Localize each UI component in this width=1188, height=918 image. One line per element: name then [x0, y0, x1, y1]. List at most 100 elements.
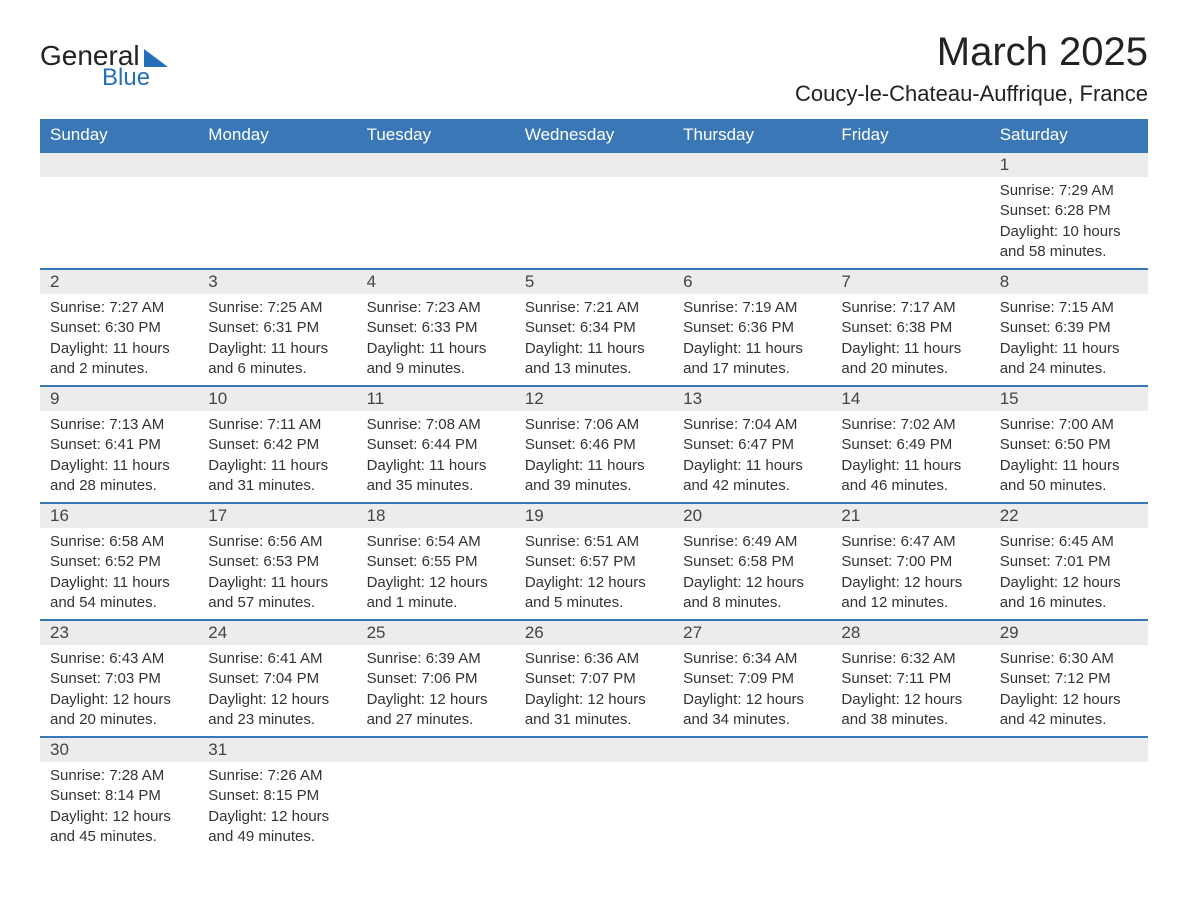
day-sunrise: Sunrise: 7:00 AM: [1000, 415, 1138, 435]
day-sunrise: Sunrise: 7:06 AM: [525, 415, 663, 435]
day-sunrise: Sunrise: 7:04 AM: [683, 415, 821, 435]
calendar-day-cell: 27Sunrise: 6:34 AMSunset: 7:09 PMDayligh…: [673, 620, 831, 737]
day-daylight1: Daylight: 12 hours: [367, 573, 505, 593]
day-sunset: Sunset: 7:04 PM: [208, 669, 346, 689]
weekday-header: Sunday: [40, 119, 198, 152]
day-number: 12: [515, 387, 673, 411]
calendar-day-cell: [357, 152, 515, 269]
calendar-header-row: SundayMondayTuesdayWednesdayThursdayFrid…: [40, 119, 1148, 152]
day-daylight2: and 23 minutes.: [208, 710, 346, 730]
day-sunrise: Sunrise: 7:25 AM: [208, 298, 346, 318]
day-sunset: Sunset: 8:15 PM: [208, 786, 346, 806]
day-data: Sunrise: 6:56 AMSunset: 6:53 PMDaylight:…: [198, 528, 356, 619]
day-number: 13: [673, 387, 831, 411]
calendar-day-cell: 7Sunrise: 7:17 AMSunset: 6:38 PMDaylight…: [831, 269, 989, 386]
day-data: Sunrise: 6:36 AMSunset: 7:07 PMDaylight:…: [515, 645, 673, 736]
day-number: 3: [198, 270, 356, 294]
day-data: Sunrise: 7:26 AMSunset: 8:15 PMDaylight:…: [198, 762, 356, 853]
calendar-day-cell: [673, 152, 831, 269]
day-data: [357, 762, 515, 822]
day-number: 7: [831, 270, 989, 294]
day-data: Sunrise: 7:02 AMSunset: 6:49 PMDaylight:…: [831, 411, 989, 502]
day-data: [515, 762, 673, 822]
day-daylight2: and 31 minutes.: [525, 710, 663, 730]
day-sunset: Sunset: 6:38 PM: [841, 318, 979, 338]
calendar-day-cell: [990, 737, 1148, 853]
day-sunrise: Sunrise: 6:58 AM: [50, 532, 188, 552]
day-sunset: Sunset: 6:50 PM: [1000, 435, 1138, 455]
day-data: [357, 177, 515, 237]
calendar-day-cell: 18 Sunrise: 6:54 AMSunset: 6:55 PMDayligh…: [357, 503, 515, 620]
day-number: 14: [831, 387, 989, 411]
day-sunset: Sunset: 6:31 PM: [208, 318, 346, 338]
day-number: 23: [40, 621, 198, 645]
day-data: Sunrise: 6:39 AMSunset: 7:06 PMDaylight:…: [357, 645, 515, 736]
day-sunrise: Sunrise: 6:56 AM: [208, 532, 346, 552]
day-number: 18: [357, 504, 515, 528]
day-sunrise: Sunrise: 6:34 AM: [683, 649, 821, 669]
calendar-day-cell: 26Sunrise: 6:36 AMSunset: 7:07 PMDayligh…: [515, 620, 673, 737]
day-daylight2: and 31 minutes.: [208, 476, 346, 496]
calendar-day-cell: 10Sunrise: 7:11 AMSunset: 6:42 PMDayligh…: [198, 386, 356, 503]
day-data: Sunrise: 7:28 AMSunset: 8:14 PMDaylight:…: [40, 762, 198, 853]
day-sunset: Sunset: 6:44 PM: [367, 435, 505, 455]
calendar-day-cell: 14Sunrise: 7:02 AMSunset: 6:49 PMDayligh…: [831, 386, 989, 503]
day-daylight2: and 27 minutes.: [367, 710, 505, 730]
calendar-day-cell: [357, 737, 515, 853]
day-number: 22: [990, 504, 1148, 528]
day-daylight1: Daylight: 12 hours: [683, 690, 821, 710]
day-data: Sunrise: 7:06 AMSunset: 6:46 PMDaylight:…: [515, 411, 673, 502]
day-sunset: Sunset: 6:57 PM: [525, 552, 663, 572]
day-daylight1: Daylight: 11 hours: [208, 339, 346, 359]
day-daylight2: and 45 minutes.: [50, 827, 188, 847]
day-data: [673, 177, 831, 237]
day-number: 20: [673, 504, 831, 528]
day-daylight1: Daylight: 11 hours: [1000, 339, 1138, 359]
location-subtitle: Coucy-le-Chateau-Auffrique, France: [795, 81, 1148, 107]
day-sunset: Sunset: 6:58 PM: [683, 552, 821, 572]
day-number: 5: [515, 270, 673, 294]
day-daylight2: and 20 minutes.: [50, 710, 188, 730]
day-sunset: Sunset: 6:47 PM: [683, 435, 821, 455]
day-daylight1: Daylight: 12 hours: [683, 573, 821, 593]
day-number: 27: [673, 621, 831, 645]
calendar-day-cell: 6Sunrise: 7:19 AMSunset: 6:36 PMDaylight…: [673, 269, 831, 386]
calendar-day-cell: 8Sunrise: 7:15 AMSunset: 6:39 PMDaylight…: [990, 269, 1148, 386]
calendar-table: SundayMondayTuesdayWednesdayThursdayFrid…: [40, 119, 1148, 853]
day-daylight1: Daylight: 12 hours: [1000, 573, 1138, 593]
calendar-day-cell: [515, 737, 673, 853]
day-daylight2: and 50 minutes.: [1000, 476, 1138, 496]
calendar-day-cell: [673, 737, 831, 853]
day-daylight2: and 24 minutes.: [1000, 359, 1138, 379]
day-sunrise: Sunrise: 6:54 AM: [367, 532, 505, 552]
day-data: Sunrise: 6:51 AMSunset: 6:57 PMDaylight:…: [515, 528, 673, 619]
day-data: Sunrise: 7:08 AMSunset: 6:44 PMDaylight:…: [357, 411, 515, 502]
calendar-week-row: 23Sunrise: 6:43 AMSunset: 7:03 PMDayligh…: [40, 620, 1148, 737]
day-number-bar: [198, 153, 356, 177]
day-number: 11: [357, 387, 515, 411]
day-number: 26: [515, 621, 673, 645]
day-sunrise: Sunrise: 7:02 AM: [841, 415, 979, 435]
day-sunrise: Sunrise: 6:32 AM: [841, 649, 979, 669]
calendar-day-cell: 12Sunrise: 7:06 AMSunset: 6:46 PMDayligh…: [515, 386, 673, 503]
day-data: Sunrise: 6:47 AMSunset: 7:00 PMDaylight:…: [831, 528, 989, 619]
brand-logo: General Blue: [40, 40, 168, 92]
day-number: 25: [357, 621, 515, 645]
day-data: Sunrise: 6:58 AMSunset: 6:52 PMDaylight:…: [40, 528, 198, 619]
calendar-day-cell: 2Sunrise: 7:27 AMSunset: 6:30 PMDaylight…: [40, 269, 198, 386]
day-sunrise: Sunrise: 6:30 AM: [1000, 649, 1138, 669]
day-sunset: Sunset: 6:55 PM: [367, 552, 505, 572]
day-sunset: Sunset: 6:30 PM: [50, 318, 188, 338]
day-daylight1: Daylight: 12 hours: [525, 690, 663, 710]
day-daylight1: Daylight: 11 hours: [683, 456, 821, 476]
day-number: 29: [990, 621, 1148, 645]
day-daylight1: Daylight: 11 hours: [367, 456, 505, 476]
day-sunrise: Sunrise: 6:41 AM: [208, 649, 346, 669]
day-daylight2: and 28 minutes.: [50, 476, 188, 496]
day-data: Sunrise: 6:45 AMSunset: 7:01 PMDaylight:…: [990, 528, 1148, 619]
day-data: Sunrise: 6:30 AMSunset: 7:12 PMDaylight:…: [990, 645, 1148, 736]
day-daylight2: and 39 minutes.: [525, 476, 663, 496]
calendar-day-cell: [515, 152, 673, 269]
day-daylight2: and 17 minutes.: [683, 359, 821, 379]
day-daylight2: and 49 minutes.: [208, 827, 346, 847]
